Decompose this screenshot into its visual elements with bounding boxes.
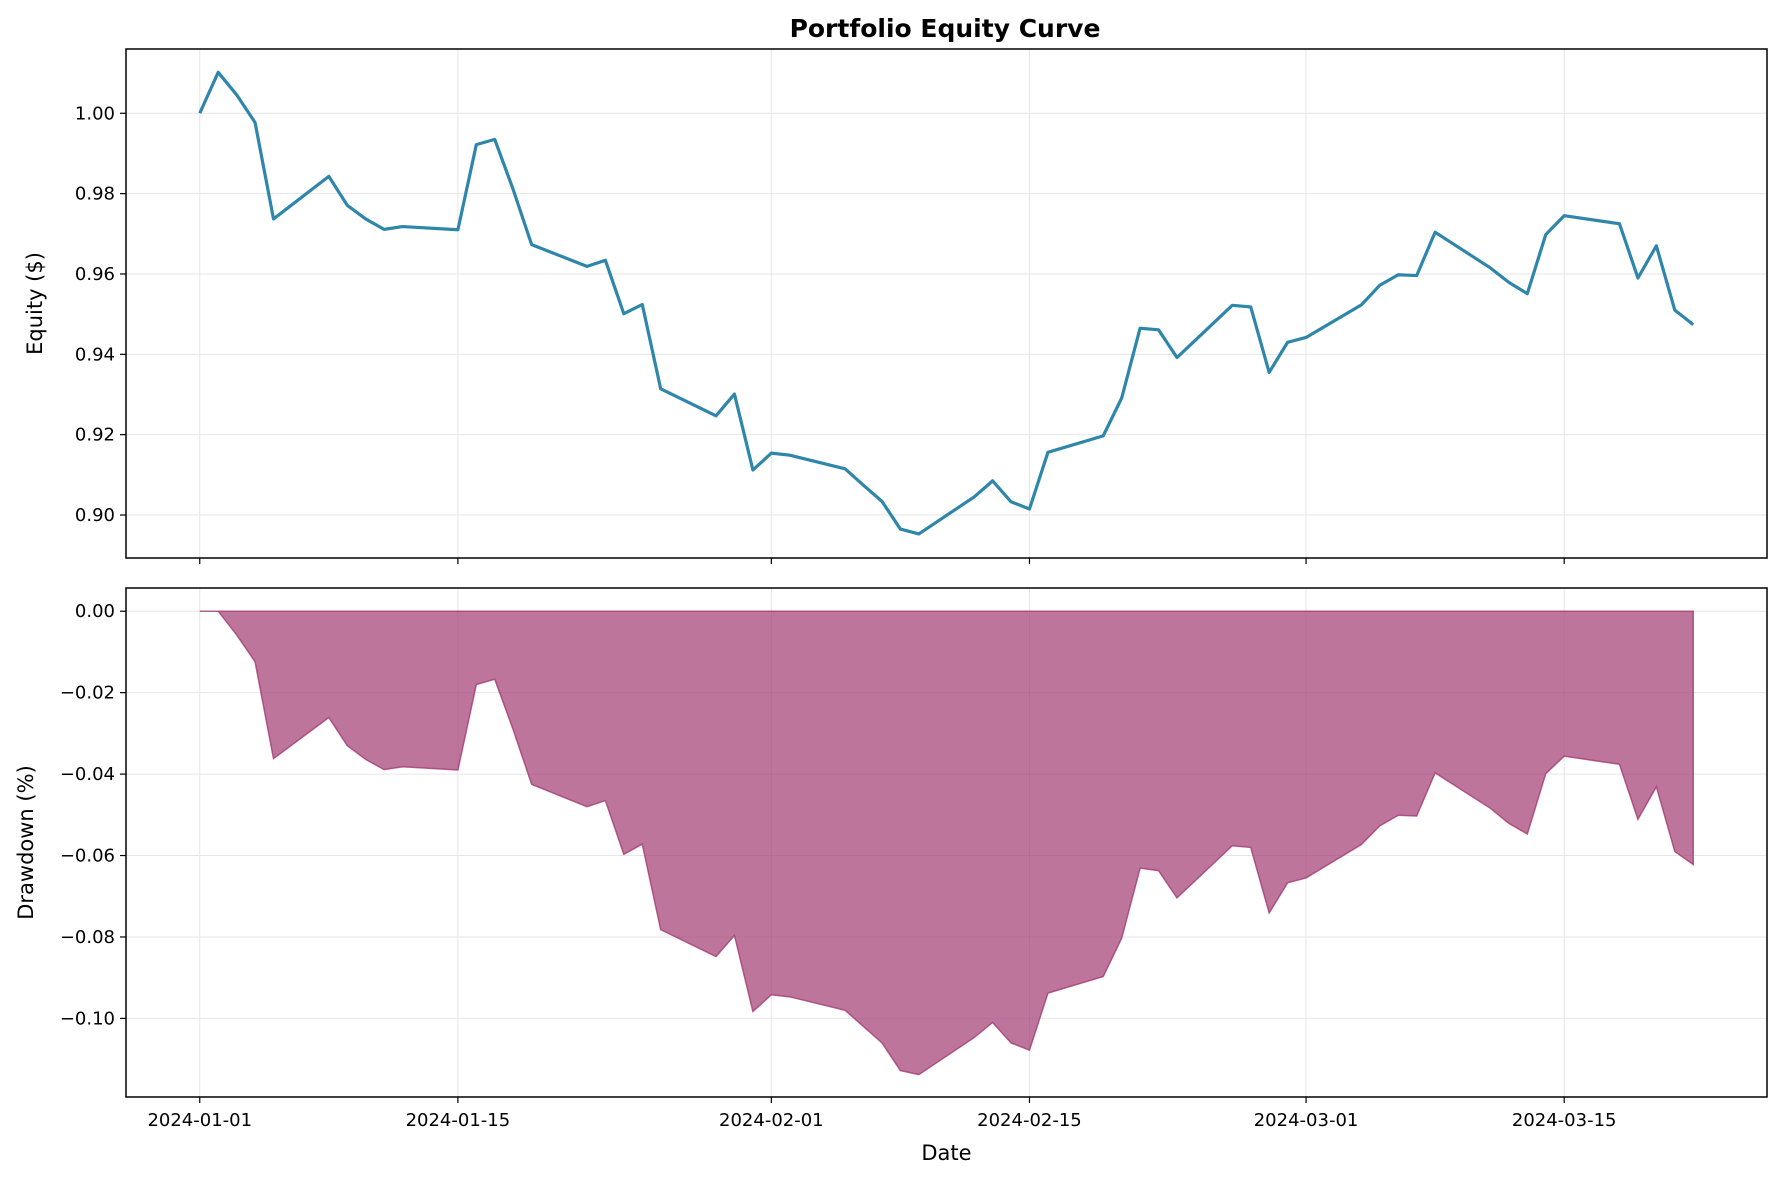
y-tick-label: 0.96	[75, 264, 115, 285]
chart-title: Portfolio Equity Curve	[790, 14, 1101, 43]
x-tick-label: 2024-03-01	[1254, 1110, 1359, 1131]
y-tick-label: −0.08	[60, 927, 115, 948]
x-tick-label: 2024-02-01	[719, 1110, 824, 1131]
equity-series	[198, 70, 1695, 536]
x-tick-label: 2024-01-15	[406, 1110, 511, 1131]
y-tick-label: −0.04	[60, 764, 115, 785]
y-tick-label: −0.06	[60, 846, 115, 867]
y-tick-label: 0.94	[75, 344, 115, 365]
x-tick-label: 2024-02-15	[977, 1110, 1082, 1131]
drawdown-area	[199, 610, 1694, 1076]
y-tick-label: −0.02	[60, 683, 115, 704]
equity-y-axis-label: Equity ($)	[23, 252, 47, 355]
equity-panel: 0.90 0.92 0.94 0.96 0.98 1.00 Equity ($)	[23, 48, 1768, 564]
equity-grid	[126, 49, 1767, 558]
equity-line	[198, 70, 1695, 536]
x-tick-label: 2024-01-01	[147, 1110, 252, 1131]
equity-x-ticks	[199, 558, 1565, 564]
drawdown-y-axis-label: Drawdown (%)	[14, 765, 38, 920]
drawdown-y-ticks: −0.10 −0.08 −0.06 −0.04 −0.02 0.00	[60, 601, 126, 1029]
drawdown-x-axis-label: Date	[921, 1141, 971, 1165]
y-tick-label: −0.10	[60, 1008, 115, 1029]
y-tick-label: 1.00	[75, 103, 115, 124]
x-tick-label: 2024-03-15	[1512, 1110, 1617, 1131]
equity-y-ticks: 0.90 0.92 0.94 0.96 0.98 1.00	[75, 103, 126, 526]
y-tick-label: 0.98	[75, 184, 115, 205]
y-tick-label: 0.00	[75, 601, 115, 622]
y-tick-label: 0.90	[75, 505, 115, 526]
y-tick-label: 0.92	[75, 425, 115, 446]
drawdown-series	[199, 610, 1694, 1076]
drawdown-panel: 2024-01-01 2024-01-15 2024-02-01 2024-02-15…	[14, 587, 1768, 1165]
equity-axes-frame	[125, 48, 1768, 559]
drawdown-axes-frame	[125, 587, 1768, 1098]
drawdown-x-ticks: 2024-01-01 2024-01-15 2024-02-01 2024-02-15…	[147, 1097, 1616, 1131]
